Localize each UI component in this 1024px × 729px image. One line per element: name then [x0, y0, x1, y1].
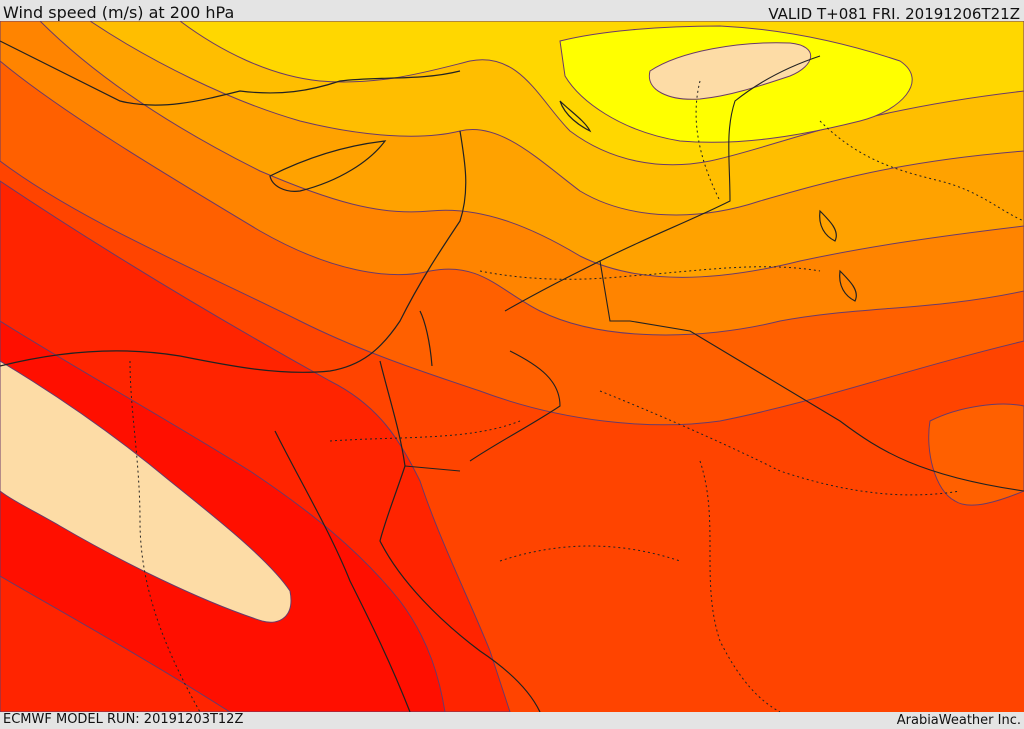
footer-bar: ECMWF MODEL RUN: 20191203T12Z ArabiaWeat…: [0, 712, 1024, 729]
band-red-inner: [0, 575, 231, 712]
country-borders: [129, 80, 1024, 712]
band-red-bright: [0, 320, 446, 712]
header-bar: Wind speed (m/s) at 200 hPa VALID T+081 …: [0, 0, 1024, 23]
band-orange-dark-east: [928, 403, 1024, 506]
coastlines: [0, 40, 857, 712]
model-run-label: ECMWF MODEL RUN: 20191203T12Z: [3, 712, 244, 727]
wind-speed-map: [0, 21, 1024, 712]
boundary-lines: [404, 55, 1024, 492]
map-title: Wind speed (m/s) at 200 hPa: [3, 3, 235, 22]
band-pale-jet-core: [0, 360, 292, 623]
band-pale-north: [648, 42, 812, 100]
weather-map[interactable]: [0, 21, 1024, 712]
valid-time: VALID T+081 FRI. 20191206T21Z: [768, 5, 1020, 23]
credit-label: ArabiaWeather Inc.: [896, 713, 1021, 728]
